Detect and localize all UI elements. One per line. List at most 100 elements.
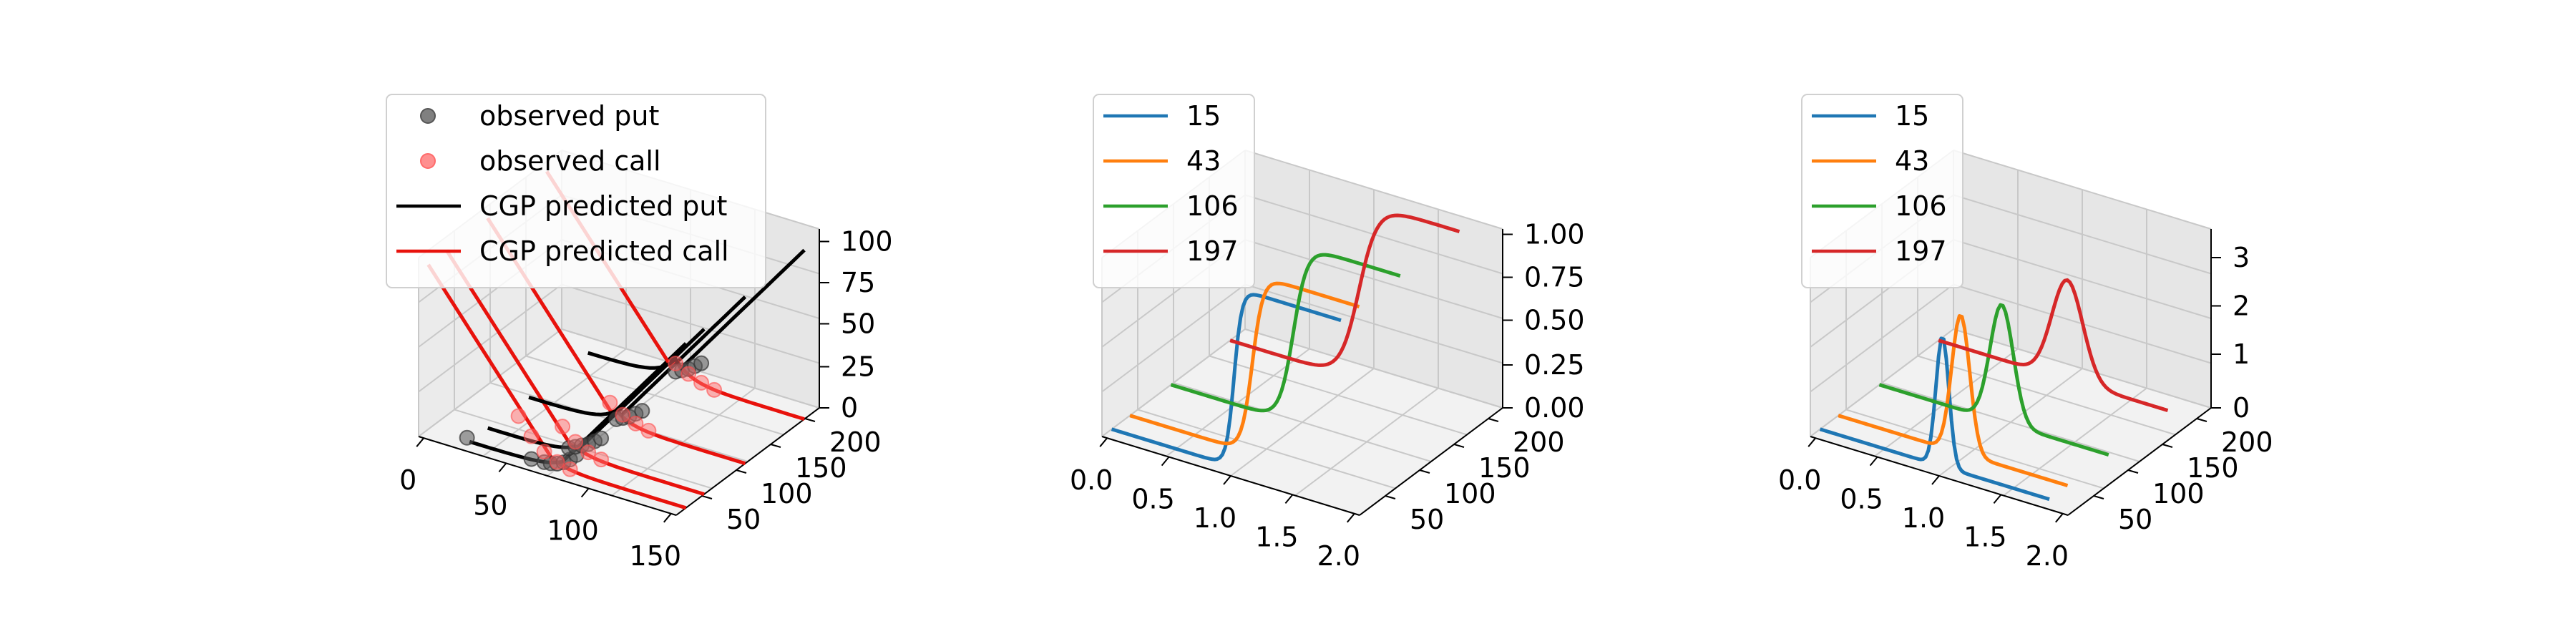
- z-tick-label: 0: [841, 392, 858, 424]
- observed-put-point: [593, 430, 610, 447]
- observed-call-point: [567, 434, 584, 450]
- gridline: [1137, 409, 1396, 489]
- z-tick-label: 75: [841, 267, 875, 298]
- x-tick: [2055, 513, 2064, 523]
- gridline: [561, 283, 820, 364]
- x-tick-label: 150: [630, 540, 682, 572]
- x-tick-label: 0.5: [1131, 484, 1174, 515]
- x-tick: [498, 462, 507, 473]
- gridline: [1953, 328, 2212, 409]
- y-tick-label: 100: [1444, 478, 1496, 509]
- y-tick-label: 200: [1513, 426, 1565, 458]
- z-tick-label: 1.00: [1524, 219, 1585, 250]
- legend-label: observed put: [479, 100, 659, 132]
- legend-label: CGP predicted put: [479, 190, 727, 222]
- legend-label: 15: [1895, 100, 1929, 132]
- gridline: [1101, 328, 1246, 437]
- put-prediction-line: [528, 295, 747, 417]
- observed-put-point: [523, 451, 540, 467]
- observed-call-point: [562, 461, 578, 477]
- y-tick-label: 100: [2152, 478, 2205, 509]
- gridline: [1244, 150, 1503, 230]
- x-tick: [1099, 437, 1108, 447]
- z-tick-label: 1: [2233, 338, 2250, 370]
- series-line-43: [1838, 314, 2069, 487]
- y-tick: [1385, 495, 1396, 499]
- gridline: [1244, 328, 1503, 409]
- z-tick-label: 2: [2233, 291, 2250, 322]
- gridline: [1810, 328, 1954, 437]
- legend-label: 43: [1186, 145, 1221, 177]
- z-tick-label: 0.50: [1524, 305, 1585, 336]
- series-line-197: [1229, 213, 1460, 367]
- legend-marker: [420, 153, 436, 169]
- observed-call-point: [693, 374, 710, 391]
- series-line-197: [1938, 278, 2169, 412]
- gridline: [1810, 283, 1954, 393]
- legend-label: 43: [1895, 145, 1929, 177]
- y-tick-label: 50: [726, 504, 761, 535]
- gridline: [1953, 194, 2212, 275]
- y-tick: [2093, 495, 2104, 499]
- observed-call-point: [640, 422, 657, 439]
- y-tick-label: 200: [2221, 426, 2273, 458]
- y-axis-line: [1359, 407, 1503, 516]
- x-tick: [416, 437, 424, 447]
- y-tick: [804, 418, 816, 422]
- legend-marker: [420, 108, 436, 124]
- observed-call-point: [615, 406, 631, 423]
- gridline: [418, 328, 562, 437]
- y-tick: [1488, 418, 1499, 422]
- x-axis-line: [418, 436, 677, 516]
- put-prediction-line: [587, 248, 806, 371]
- observed-put-point: [459, 429, 475, 446]
- y-tick-label: 150: [1478, 452, 1531, 484]
- legend-label: 106: [1895, 190, 1947, 222]
- series-line-106: [1878, 303, 2109, 457]
- observed-call-point: [628, 415, 644, 431]
- x-tick: [1993, 494, 2002, 504]
- y-tick: [1419, 469, 1430, 474]
- x-tick-label: 1.0: [1902, 502, 1945, 534]
- observed-call-point: [523, 428, 540, 444]
- gridline: [1101, 283, 1246, 393]
- y-tick-label: 50: [2118, 504, 2152, 535]
- observed-call-point: [680, 366, 697, 382]
- x-tick: [1347, 513, 1355, 523]
- z-tick-label: 0.00: [1524, 392, 1585, 424]
- y-axis-line: [2067, 407, 2212, 516]
- x-tick: [1931, 475, 1940, 485]
- y-tick: [2162, 444, 2173, 448]
- observed-call-point: [536, 444, 552, 460]
- z-tick-label: 25: [841, 351, 875, 383]
- y-tick: [1453, 444, 1465, 448]
- legend-label: 106: [1186, 190, 1239, 222]
- x-tick: [580, 487, 590, 498]
- legend-label: 197: [1186, 235, 1239, 267]
- y-tick-label: 100: [761, 478, 813, 509]
- observed-call-point: [510, 408, 527, 424]
- observed-call-point: [668, 355, 684, 371]
- gridline: [525, 355, 784, 436]
- legend-label: CGP predicted call: [479, 235, 729, 267]
- y-tick-label: 150: [2187, 452, 2239, 484]
- observed-call-point: [555, 419, 571, 435]
- y-tick: [770, 444, 781, 448]
- legend-box: [386, 94, 766, 288]
- observed-put-point: [693, 355, 710, 371]
- y-tick-label: 150: [795, 452, 847, 484]
- x-tick-label: 1.0: [1194, 502, 1236, 534]
- x-tick: [663, 513, 672, 523]
- x-tick: [1161, 456, 1170, 467]
- series-line-106: [1170, 253, 1401, 413]
- x-tick-label: 50: [473, 489, 507, 521]
- x-tick-label: 100: [547, 515, 599, 547]
- legend-box: [1093, 94, 1255, 288]
- z-tick-label: 0.75: [1524, 262, 1585, 293]
- gridline: [418, 283, 562, 393]
- y-tick: [2196, 418, 2207, 422]
- observed-put-point: [634, 403, 650, 419]
